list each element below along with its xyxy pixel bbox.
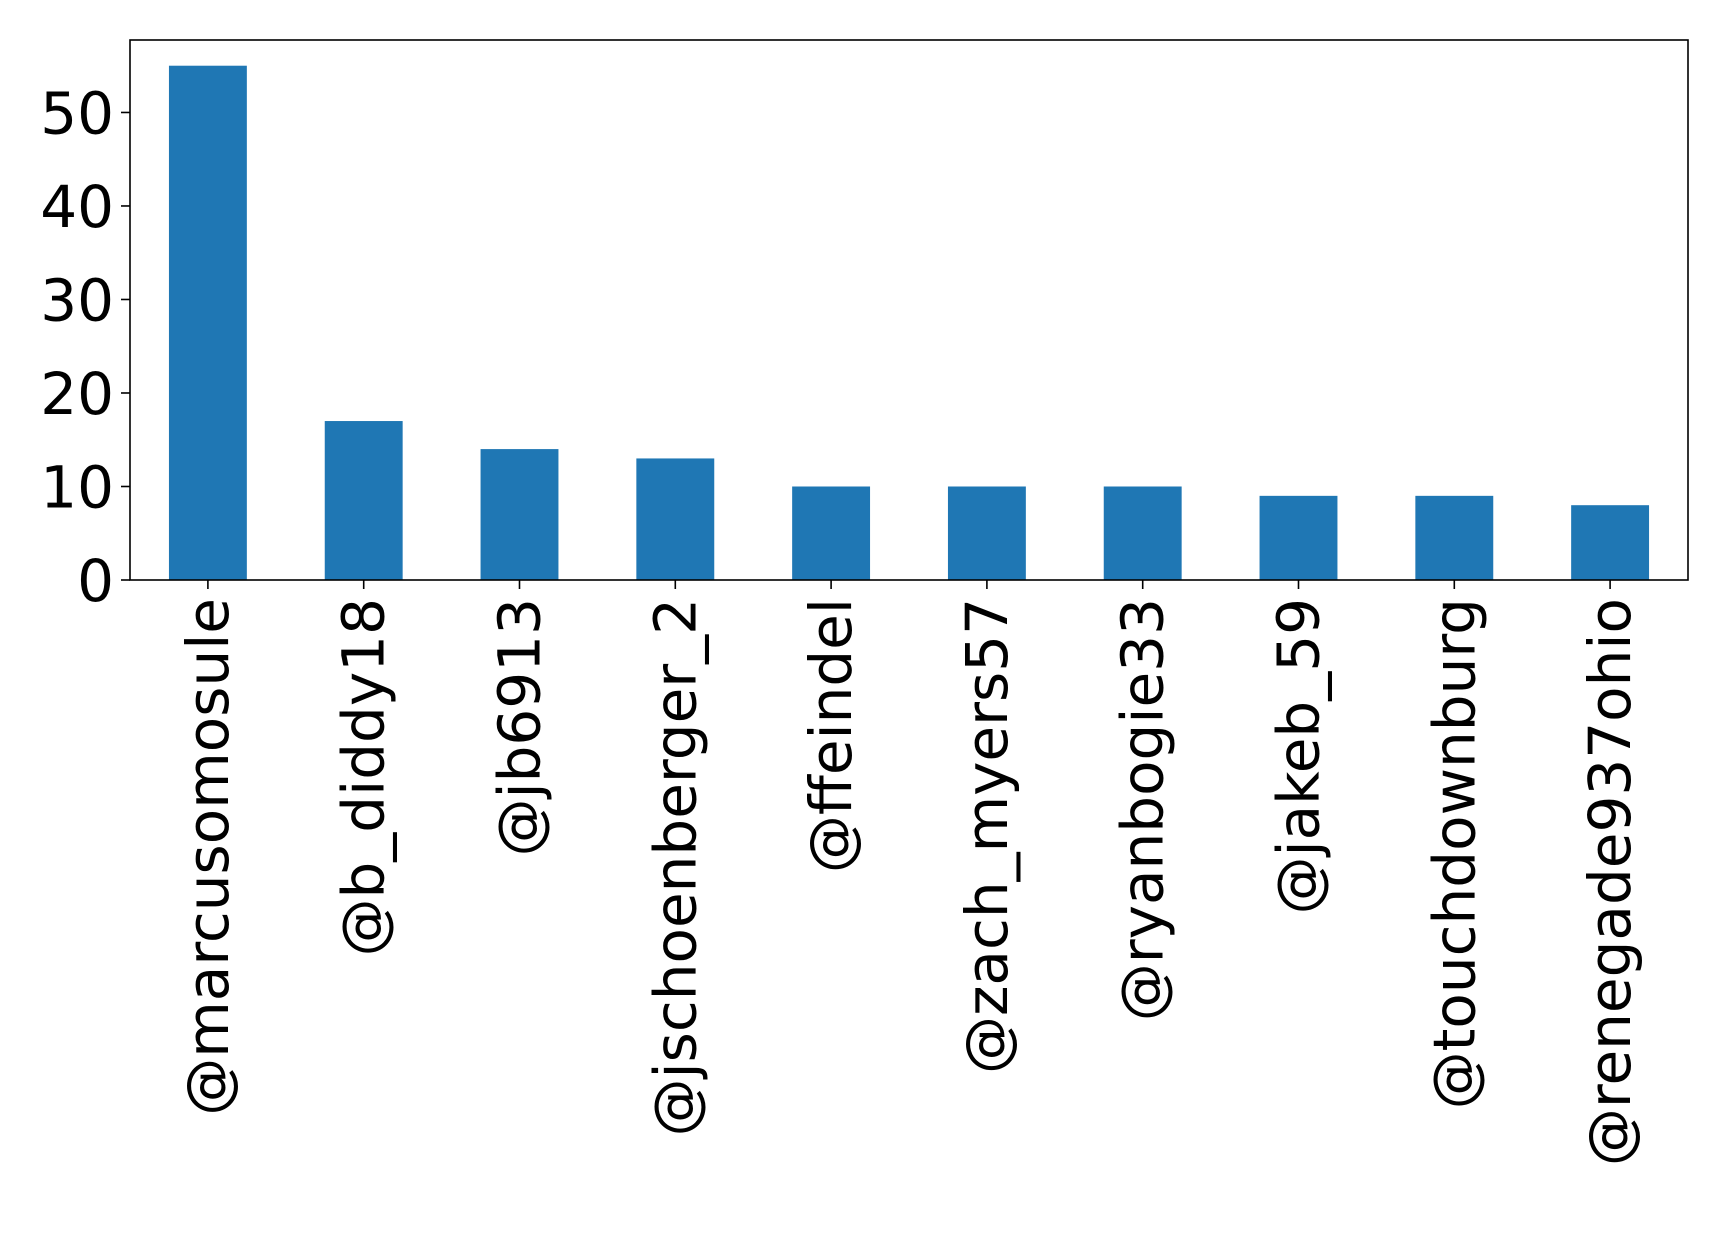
x-tick-label-3: @jschoenberger_2 bbox=[641, 598, 709, 1136]
x-axis: @marcusomosule @b_diddy18 @jb6913 @jschoenb… bbox=[174, 580, 1644, 1166]
bars-group bbox=[168, 65, 1650, 580]
x-tick-label-2: @jb6913 bbox=[486, 598, 554, 857]
x-tick-label-7: @jakeb_59 bbox=[1265, 598, 1333, 914]
bar-0 bbox=[168, 65, 247, 580]
y-tick-label-5: 50 bbox=[40, 79, 114, 147]
bar-6 bbox=[1103, 486, 1182, 580]
x-tick-label-6: @ryanbogie33 bbox=[1109, 598, 1177, 1021]
bar-1 bbox=[324, 421, 403, 580]
bar-4 bbox=[792, 486, 871, 580]
bar-2 bbox=[480, 449, 559, 580]
y-tick-label-1: 10 bbox=[40, 453, 114, 521]
x-tick-label-9: @renegade937ohio bbox=[1576, 598, 1644, 1166]
bar-9 bbox=[1571, 505, 1650, 580]
x-tick-label-1: @b_diddy18 bbox=[330, 598, 398, 957]
x-tick-label-5: @zach_myers57 bbox=[953, 598, 1021, 1074]
y-tick-label-4: 40 bbox=[40, 173, 114, 241]
bar-5 bbox=[947, 486, 1026, 580]
x-tick-label-8: @touchdownburg bbox=[1420, 598, 1488, 1109]
bar-8 bbox=[1415, 495, 1494, 580]
x-tick-label-0: @marcusomosule bbox=[174, 598, 242, 1116]
bar-7 bbox=[1259, 495, 1338, 580]
x-tick-label-4: @ffeindel bbox=[797, 598, 865, 873]
y-axis: 0 10 20 30 40 50 bbox=[40, 79, 130, 615]
plot-frame bbox=[129, 39, 1689, 581]
bar-3 bbox=[636, 458, 715, 580]
y-tick-label-3: 30 bbox=[40, 266, 114, 334]
y-tick-label-0: 0 bbox=[77, 547, 114, 615]
y-tick-label-2: 20 bbox=[40, 360, 114, 428]
